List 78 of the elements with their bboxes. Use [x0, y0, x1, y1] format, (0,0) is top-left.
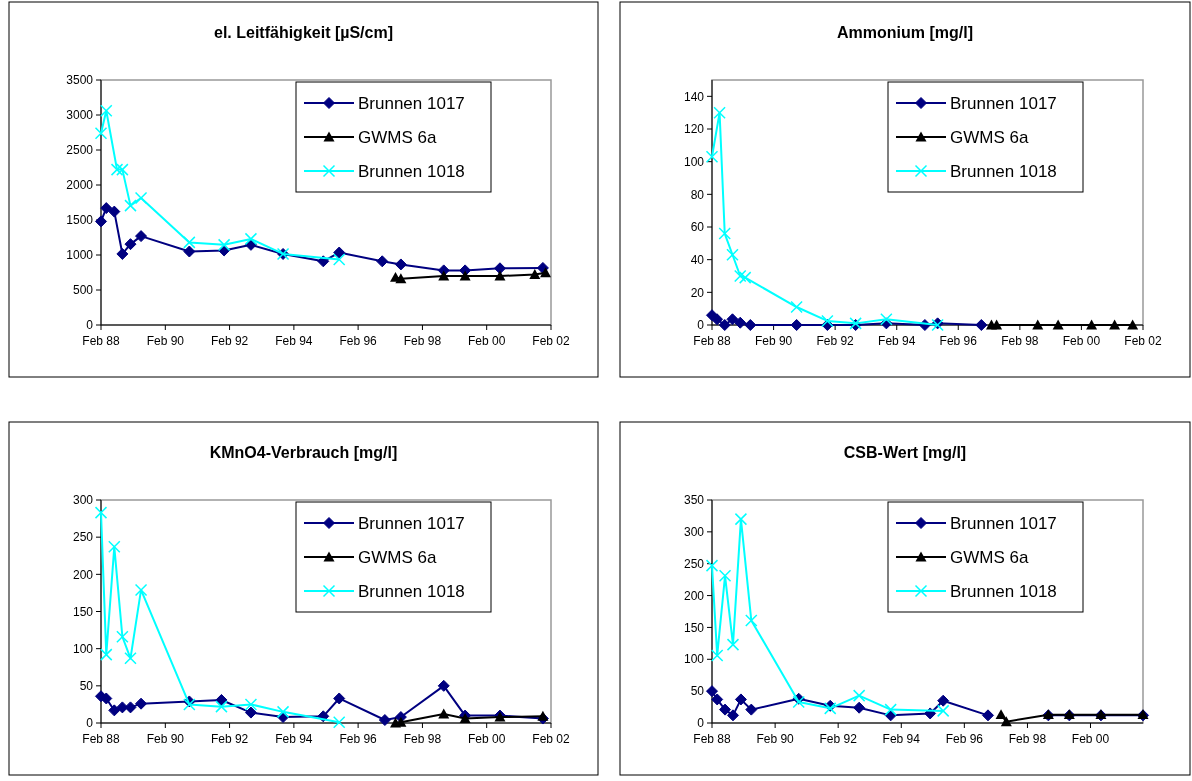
chart-title: CSB-Wert [mg/l]: [843, 444, 967, 461]
legend-label: GWMS 6a: [950, 547, 1029, 567]
y-tick-label: 0: [697, 318, 705, 333]
x-tick-label: Feb 96: [339, 732, 378, 746]
y-tick-label: 300: [683, 525, 705, 540]
y-tick-label: 50: [79, 679, 94, 694]
x-tick-label: Feb 96: [339, 334, 378, 348]
y-tick-label: 1000: [66, 248, 94, 263]
legend-label: Brunnen 1017: [950, 93, 1057, 113]
x-tick-label: Feb 92: [816, 334, 855, 348]
x-tick-label: Feb 88: [82, 334, 121, 348]
x-tick-label: Feb 00: [1062, 334, 1101, 348]
x-tick-label: Feb 88: [693, 732, 732, 746]
x-tick-label: Feb 94: [882, 732, 921, 746]
chart-title: Ammonium [mg/l]: [837, 24, 973, 41]
x-tick-label: Feb 88: [693, 334, 732, 348]
legend-label: GWMS 6a: [358, 547, 437, 567]
y-tick-label: 200: [683, 588, 705, 603]
chart-title: KMnO4-Verbrauch [mg/l]: [209, 444, 398, 461]
x-tick-label: Feb 94: [878, 334, 916, 348]
x-tick-label: Feb 96: [939, 334, 978, 348]
x-tick-label: Feb 02: [1124, 334, 1163, 348]
x-tick-label: Feb 90: [756, 732, 795, 746]
y-tick-label: 0: [697, 716, 705, 731]
y-tick-label: 50: [690, 684, 705, 699]
x-tick-label: Feb 00: [468, 334, 506, 348]
x-tick-label: Feb 02: [532, 732, 571, 746]
x-tick-label: Feb 90: [146, 732, 185, 746]
y-tick-label: 500: [72, 283, 94, 298]
x-tick-label: Feb 90: [146, 334, 185, 348]
y-tick-label: 250: [72, 530, 94, 545]
legend-label: Brunnen 1018: [358, 161, 465, 181]
x-tick-label: Feb 02: [532, 334, 571, 348]
chart-title: el. Leitfähigkeit [µS/cm]: [213, 24, 394, 41]
legend-label: GWMS 6a: [950, 127, 1029, 147]
y-tick-label: 0: [86, 318, 94, 333]
legend-label: Brunnen 1018: [358, 581, 465, 601]
y-tick-label: 350: [683, 493, 705, 508]
y-tick-label: 150: [72, 604, 94, 619]
y-tick-label: 250: [683, 556, 705, 571]
y-tick-label: 300: [72, 493, 94, 508]
y-tick-label: 140: [683, 89, 705, 104]
legend-label: Brunnen 1018: [950, 161, 1057, 181]
x-tick-label: Feb 98: [403, 334, 442, 348]
y-tick-label: 100: [683, 652, 705, 667]
legend-label: GWMS 6a: [358, 127, 437, 147]
y-tick-label: 20: [690, 285, 705, 300]
legend-label: Brunnen 1017: [358, 513, 465, 533]
x-tick-label: Feb 00: [1071, 732, 1110, 746]
x-tick-label: Feb 92: [210, 732, 249, 746]
y-tick-label: 1500: [66, 213, 94, 228]
legend-label: Brunnen 1018: [950, 581, 1057, 601]
x-tick-label: Feb 98: [403, 732, 442, 746]
x-tick-label: Feb 98: [1001, 334, 1039, 348]
x-tick-label: Feb 94: [275, 732, 313, 746]
y-tick-label: 200: [72, 567, 94, 582]
x-tick-label: Feb 92: [210, 334, 249, 348]
y-tick-label: 2500: [66, 143, 94, 158]
y-tick-label: 100: [683, 154, 705, 169]
y-tick-label: 60: [690, 220, 705, 235]
y-tick-label: 100: [72, 641, 94, 656]
y-tick-label: 0: [86, 716, 94, 731]
y-tick-label: 2000: [66, 178, 94, 193]
x-tick-label: Feb 94: [275, 334, 313, 348]
x-tick-label: Feb 98: [1008, 732, 1047, 746]
y-tick-label: 120: [683, 122, 705, 137]
legend-label: Brunnen 1017: [950, 513, 1057, 533]
legend-label: Brunnen 1017: [358, 93, 465, 113]
y-tick-label: 3000: [66, 108, 94, 123]
y-tick-label: 3500: [66, 73, 94, 88]
x-tick-label: Feb 92: [819, 732, 858, 746]
x-tick-label: Feb 00: [468, 732, 506, 746]
x-tick-label: Feb 88: [82, 732, 121, 746]
y-tick-label: 80: [690, 187, 705, 202]
x-tick-label: Feb 90: [754, 334, 793, 348]
y-tick-label: 150: [683, 620, 705, 635]
y-tick-label: 40: [690, 252, 705, 267]
x-tick-label: Feb 96: [945, 732, 984, 746]
